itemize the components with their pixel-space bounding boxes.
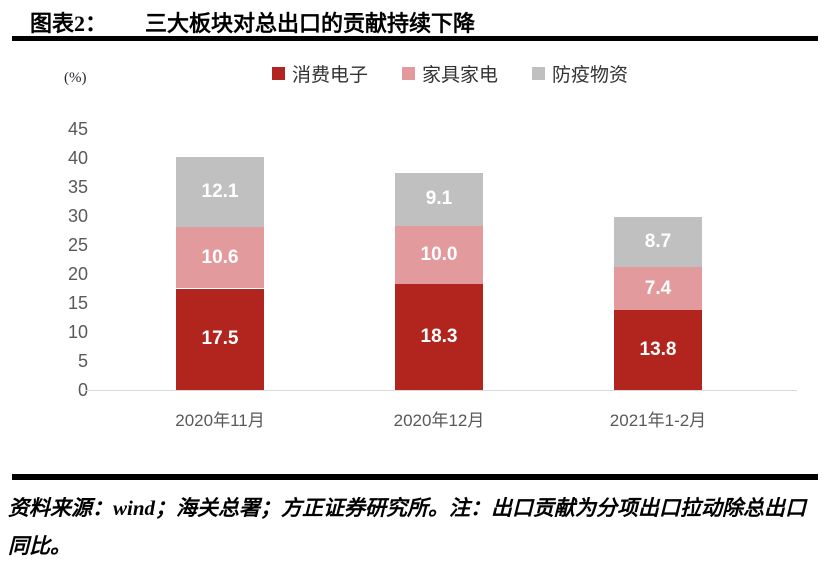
y-axis-tick-label: 20 (67, 264, 88, 284)
bar-segment-防疫物资 (614, 216, 702, 268)
bar-segment-防疫物资 (176, 156, 264, 227)
bar-value-label: 10.0 (420, 243, 458, 265)
legend-swatch-icon (532, 67, 545, 80)
bar-value-label: 7.4 (644, 277, 672, 299)
bar-segment-消费电子 (614, 309, 702, 390)
bar-value-label: 8.7 (644, 230, 672, 252)
y-axis-tick-label: 45 (67, 119, 88, 139)
x-axis-category-label: 2020年11月 (175, 411, 265, 430)
legend-swatch-icon (271, 67, 285, 80)
legend-label: 消费电子 (291, 65, 368, 86)
bar-value-label: 17.5 (201, 328, 239, 350)
bar-segment-消费电子 (176, 288, 264, 390)
y-axis-unit-label: (%) (64, 70, 87, 86)
x-axis-line (85, 390, 797, 391)
legend-item: 家具家电 (401, 60, 498, 87)
y-axis-tick-label: 10 (67, 322, 88, 342)
y-axis-tick-label: 15 (67, 293, 88, 313)
bar-segment-消费电子 (395, 283, 483, 390)
y-axis-tick-label: 5 (77, 351, 88, 371)
x-axis-category-label: 2021年1-2月 (609, 411, 707, 430)
legend-label: 家具家电 (421, 65, 498, 86)
chart-legend: 消费电子 家具家电 防疫物资 (90, 60, 810, 87)
bar-segment-家具家电 (395, 225, 483, 284)
bar-value-label: 10.6 (201, 246, 239, 268)
figure-number-label: 图表2： (30, 11, 108, 36)
bar-value-label: 13.8 (639, 338, 677, 360)
y-axis-tick-label: 35 (67, 177, 88, 197)
legend-swatch-icon (401, 67, 415, 80)
legend-item: 防疫物资 (532, 60, 628, 87)
bar-value-label: 9.1 (425, 188, 453, 210)
x-axis-category-label: 2020年12月 (393, 411, 485, 430)
y-axis-tick-label: 0 (77, 380, 88, 400)
figure-title-row: 图表2： 三大板块对总出口的贡献持续下降 (30, 6, 475, 38)
top-divider (12, 36, 818, 41)
legend-label: 防疫物资 (552, 65, 629, 86)
legend-item: 消费电子 (271, 60, 368, 87)
figure-title: 三大板块对总出口的贡献持续下降 (145, 11, 476, 36)
bottom-divider (12, 474, 818, 480)
bar-segment-家具家电 (614, 267, 702, 310)
y-axis-tick-label: 30 (67, 206, 88, 226)
bar-segment-防疫物资 (395, 173, 483, 226)
bar-value-label: 12.1 (201, 180, 239, 202)
bar-segment-家具家电 (176, 227, 264, 289)
source-note: 资料来源：wind；海关总署；方正证券研究所。注：出口贡献为分项出口拉动除总出口… (8, 496, 807, 558)
y-axis-tick-label: 25 (67, 235, 88, 255)
y-axis-tick-label: 40 (67, 148, 88, 168)
bar-value-label: 18.3 (420, 325, 458, 347)
